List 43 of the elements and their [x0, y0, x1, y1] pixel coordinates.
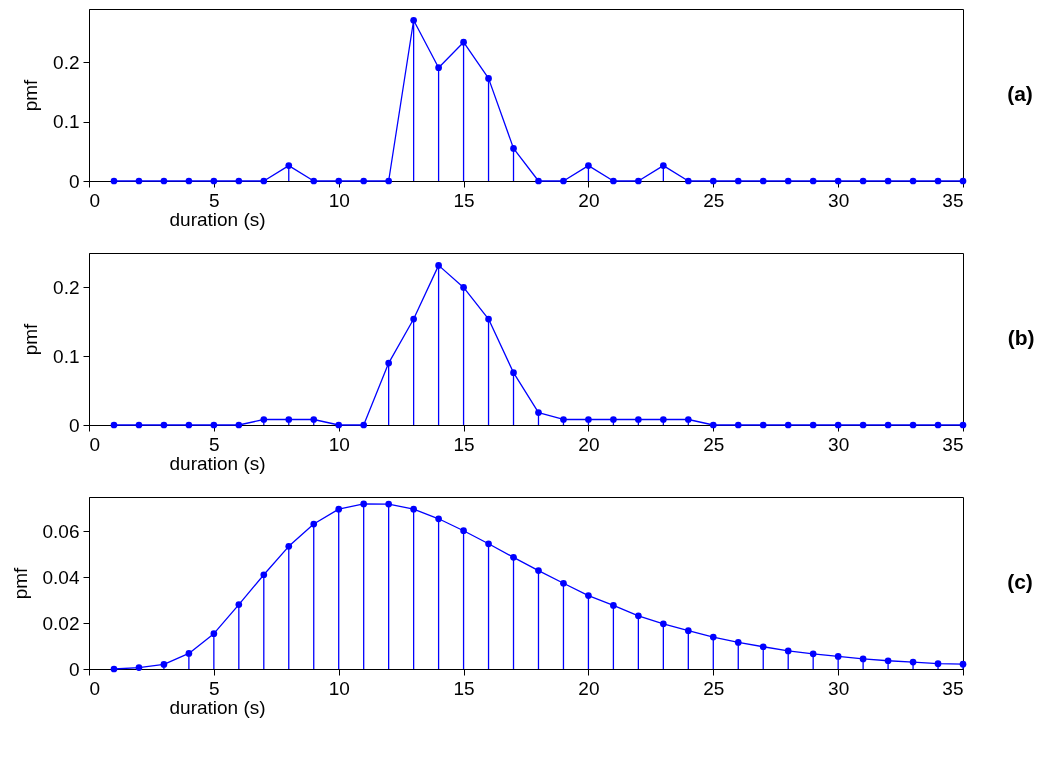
x-tick-label: 5	[209, 677, 220, 699]
y-tick-label: 0.2	[53, 276, 80, 298]
x-tick-label: 35	[942, 677, 964, 699]
text: (c)	[1007, 570, 1033, 593]
x-tick-label: 30	[828, 433, 850, 455]
y-axis-title: pmf	[20, 322, 42, 356]
x-tick-label: 10	[328, 677, 350, 699]
x-tick-label: 35	[942, 433, 964, 455]
y-tick-label: 0	[68, 658, 80, 680]
y-tick-label: 0.1	[53, 111, 80, 133]
x-tick-label: 5	[209, 433, 220, 455]
y-tick-label: 0	[68, 170, 80, 192]
y-tick-label: 0	[68, 414, 80, 436]
y-tick-label: 0.06	[42, 520, 80, 542]
x-tick-label: 25	[703, 677, 725, 699]
x-tick-label: 20	[578, 189, 600, 211]
x-tick-label: 0	[89, 677, 101, 699]
x-tick-label: 10	[328, 433, 350, 455]
x-tick-label: 10	[328, 189, 350, 211]
x-axis-title: duration (s)	[169, 696, 266, 718]
x-tick-label: 15	[453, 677, 475, 699]
x-tick-label: 20	[578, 433, 600, 455]
y-axis-title: pmf	[9, 566, 31, 600]
y-tick-label: 0.2	[53, 51, 80, 73]
y-tick-label: 0.1	[53, 345, 80, 367]
x-tick-label: 30	[828, 677, 850, 699]
x-tick-label: 5	[209, 189, 220, 211]
x-tick-label: 25	[703, 189, 725, 211]
text: (a)	[1007, 82, 1033, 105]
x-axis-title: duration (s)	[169, 452, 266, 474]
y-axis-title: pmf	[20, 78, 42, 112]
x-tick-label: 15	[453, 433, 475, 455]
text: (b)	[1007, 326, 1035, 349]
x-tick-label: 35	[942, 189, 964, 211]
x-axis-title: duration (s)	[169, 208, 266, 230]
x-tick-label: 15	[453, 189, 475, 211]
y-tick-label: 0.04	[42, 566, 80, 588]
x-tick-label: 0	[89, 189, 101, 211]
x-tick-label: 25	[703, 433, 725, 455]
x-tick-label: 0	[89, 433, 101, 455]
x-tick-label: 20	[578, 677, 600, 699]
y-tick-label: 0.02	[42, 612, 80, 634]
x-tick-label: 30	[828, 189, 850, 211]
